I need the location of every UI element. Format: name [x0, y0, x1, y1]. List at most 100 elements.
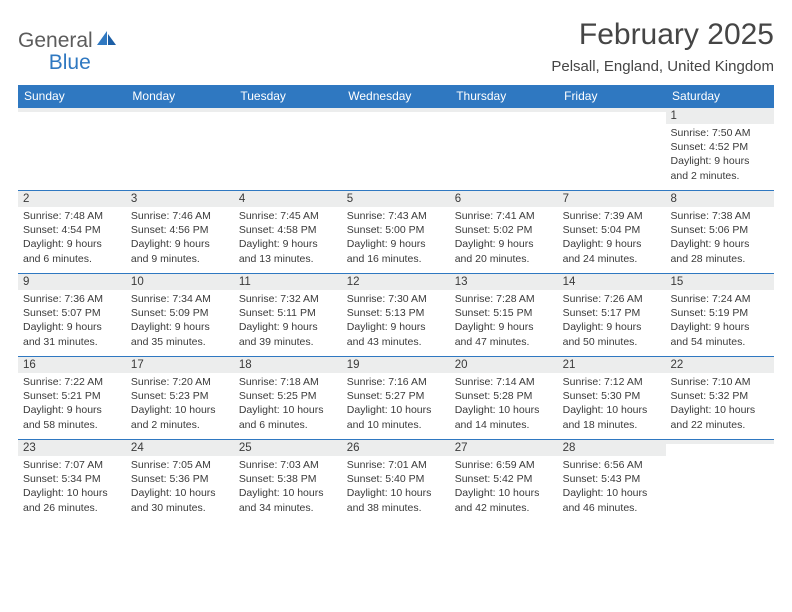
day-details: Sunrise: 7:18 AMSunset: 5:25 PMDaylight:…: [234, 373, 342, 435]
sunset-text: Sunset: 5:40 PM: [347, 472, 445, 486]
weekday-header: Tuesday: [234, 85, 342, 108]
sunset-text: Sunset: 5:17 PM: [563, 306, 661, 320]
day-details: Sunrise: 7:26 AMSunset: 5:17 PMDaylight:…: [558, 290, 666, 352]
sunrise-text: Sunrise: 7:03 AM: [239, 458, 337, 472]
day-details: Sunrise: 7:22 AMSunset: 5:21 PMDaylight:…: [18, 373, 126, 435]
daylight-text-1: Daylight: 10 hours: [563, 403, 661, 417]
sunset-text: Sunset: 5:28 PM: [455, 389, 553, 403]
calendar-day-cell: 16Sunrise: 7:22 AMSunset: 5:21 PMDayligh…: [18, 357, 126, 440]
day-details: Sunrise: 7:45 AMSunset: 4:58 PMDaylight:…: [234, 207, 342, 269]
sunset-text: Sunset: 5:13 PM: [347, 306, 445, 320]
calendar-day-cell: 7Sunrise: 7:39 AMSunset: 5:04 PMDaylight…: [558, 191, 666, 274]
brand-part1: General: [18, 29, 93, 53]
daylight-text-2: and 20 minutes.: [455, 252, 553, 266]
month-title: February 2025: [551, 18, 774, 52]
calendar-day-cell: 24Sunrise: 7:05 AMSunset: 5:36 PMDayligh…: [126, 440, 234, 523]
sunset-text: Sunset: 5:00 PM: [347, 223, 445, 237]
daylight-text-1: Daylight: 9 hours: [563, 237, 661, 251]
calendar-day-cell: 9Sunrise: 7:36 AMSunset: 5:07 PMDaylight…: [18, 274, 126, 357]
day-details: Sunrise: 7:28 AMSunset: 5:15 PMDaylight:…: [450, 290, 558, 352]
day-details: Sunrise: 7:05 AMSunset: 5:36 PMDaylight:…: [126, 456, 234, 518]
sunrise-text: Sunrise: 7:28 AM: [455, 292, 553, 306]
calendar-day-cell: 12Sunrise: 7:30 AMSunset: 5:13 PMDayligh…: [342, 274, 450, 357]
sunset-text: Sunset: 5:25 PM: [239, 389, 337, 403]
header: General Blue February 2025 Pelsall, Engl…: [18, 18, 774, 75]
calendar-week-row: 1Sunrise: 7:50 AMSunset: 4:52 PMDaylight…: [18, 108, 774, 191]
sunset-text: Sunset: 5:19 PM: [671, 306, 769, 320]
weekday-header: Friday: [558, 85, 666, 108]
daylight-text-1: Daylight: 9 hours: [131, 320, 229, 334]
sunrise-text: Sunrise: 7:10 AM: [671, 375, 769, 389]
sunrise-text: Sunrise: 7:22 AM: [23, 375, 121, 389]
day-details: Sunrise: 7:43 AMSunset: 5:00 PMDaylight:…: [342, 207, 450, 269]
day-details: Sunrise: 7:38 AMSunset: 5:06 PMDaylight:…: [666, 207, 774, 269]
calendar-day-cell: [666, 440, 774, 523]
daylight-text-2: and 10 minutes.: [347, 418, 445, 432]
calendar-day-cell: 27 Sunrise: 6:59 AMSunset: 5:42 PMDayligh…: [450, 440, 558, 523]
calendar-day-cell: [234, 108, 342, 191]
day-details: [126, 112, 234, 117]
sunrise-text: Sunrise: 7:07 AM: [23, 458, 121, 472]
day-number: 14: [558, 274, 666, 290]
day-details: Sunrise: 7:03 AMSunset: 5:38 PMDaylight:…: [234, 456, 342, 518]
day-number: 21: [558, 357, 666, 373]
daylight-text-2: and 16 minutes.: [347, 252, 445, 266]
daylight-text-1: Daylight: 9 hours: [455, 237, 553, 251]
sunset-text: Sunset: 5:21 PM: [23, 389, 121, 403]
calendar-table: Sunday Monday Tuesday Wednesday Thursday…: [18, 85, 774, 523]
day-details: Sunrise: 7:41 AMSunset: 5:02 PMDaylight:…: [450, 207, 558, 269]
daylight-text-1: Daylight: 10 hours: [455, 486, 553, 500]
sunrise-text: Sunrise: 6:59 AM: [455, 458, 553, 472]
daylight-text-1: Daylight: 10 hours: [563, 486, 661, 500]
sunrise-text: Sunrise: 7:36 AM: [23, 292, 121, 306]
day-number: 16: [18, 357, 126, 373]
calendar-day-cell: 14Sunrise: 7:26 AMSunset: 5:17 PMDayligh…: [558, 274, 666, 357]
daylight-text-1: Daylight: 10 hours: [347, 403, 445, 417]
calendar-day-cell: 17Sunrise: 7:20 AMSunset: 5:23 PMDayligh…: [126, 357, 234, 440]
daylight-text-1: Daylight: 10 hours: [239, 486, 337, 500]
daylight-text-2: and 2 minutes.: [131, 418, 229, 432]
daylight-text-1: Daylight: 9 hours: [671, 320, 769, 334]
calendar-day-cell: 4Sunrise: 7:45 AMSunset: 4:58 PMDaylight…: [234, 191, 342, 274]
sunset-text: Sunset: 5:43 PM: [563, 472, 661, 486]
day-details: Sunrise: 7:14 AMSunset: 5:28 PMDaylight:…: [450, 373, 558, 435]
day-number: 27: [450, 440, 558, 456]
sunset-text: Sunset: 4:58 PM: [239, 223, 337, 237]
sunrise-text: Sunrise: 7:50 AM: [671, 126, 769, 140]
sunset-text: Sunset: 5:36 PM: [131, 472, 229, 486]
calendar-day-cell: 28Sunrise: 6:56 AMSunset: 5:43 PMDayligh…: [558, 440, 666, 523]
sunrise-text: Sunrise: 7:16 AM: [347, 375, 445, 389]
day-number: 4: [234, 191, 342, 207]
daylight-text-2: and 35 minutes.: [131, 335, 229, 349]
daylight-text-2: and 26 minutes.: [23, 501, 121, 515]
calendar-day-cell: 13Sunrise: 7:28 AMSunset: 5:15 PMDayligh…: [450, 274, 558, 357]
calendar-day-cell: 6Sunrise: 7:41 AMSunset: 5:02 PMDaylight…: [450, 191, 558, 274]
sunset-text: Sunset: 5:38 PM: [239, 472, 337, 486]
calendar-day-cell: 15Sunrise: 7:24 AMSunset: 5:19 PMDayligh…: [666, 274, 774, 357]
daylight-text-1: Daylight: 9 hours: [23, 403, 121, 417]
weekday-header: Thursday: [450, 85, 558, 108]
daylight-text-2: and 42 minutes.: [455, 501, 553, 515]
day-details: Sunrise: 7:16 AMSunset: 5:27 PMDaylight:…: [342, 373, 450, 435]
sunset-text: Sunset: 5:42 PM: [455, 472, 553, 486]
sunset-text: Sunset: 5:34 PM: [23, 472, 121, 486]
sunrise-text: Sunrise: 7:12 AM: [563, 375, 661, 389]
daylight-text-1: Daylight: 9 hours: [347, 237, 445, 251]
sunset-text: Sunset: 5:06 PM: [671, 223, 769, 237]
sunset-text: Sunset: 4:52 PM: [671, 140, 769, 154]
sunrise-text: Sunrise: 7:01 AM: [347, 458, 445, 472]
day-number: 1: [666, 108, 774, 124]
calendar-day-cell: 5Sunrise: 7:43 AMSunset: 5:00 PMDaylight…: [342, 191, 450, 274]
calendar-week-row: 16Sunrise: 7:22 AMSunset: 5:21 PMDayligh…: [18, 357, 774, 440]
daylight-text-1: Daylight: 9 hours: [563, 320, 661, 334]
day-details: [234, 112, 342, 117]
day-details: Sunrise: 7:30 AMSunset: 5:13 PMDaylight:…: [342, 290, 450, 352]
day-details: Sunrise: 7:32 AMSunset: 5:11 PMDaylight:…: [234, 290, 342, 352]
daylight-text-1: Daylight: 10 hours: [347, 486, 445, 500]
sunrise-text: Sunrise: 7:45 AM: [239, 209, 337, 223]
calendar-day-cell: 21 Sunrise: 7:12 AMSunset: 5:30 PMDayligh…: [558, 357, 666, 440]
calendar-day-cell: 8Sunrise: 7:38 AMSunset: 5:06 PMDaylight…: [666, 191, 774, 274]
sunset-text: Sunset: 5:30 PM: [563, 389, 661, 403]
brand-logo: General Blue: [18, 18, 139, 64]
weekday-header: Saturday: [666, 85, 774, 108]
